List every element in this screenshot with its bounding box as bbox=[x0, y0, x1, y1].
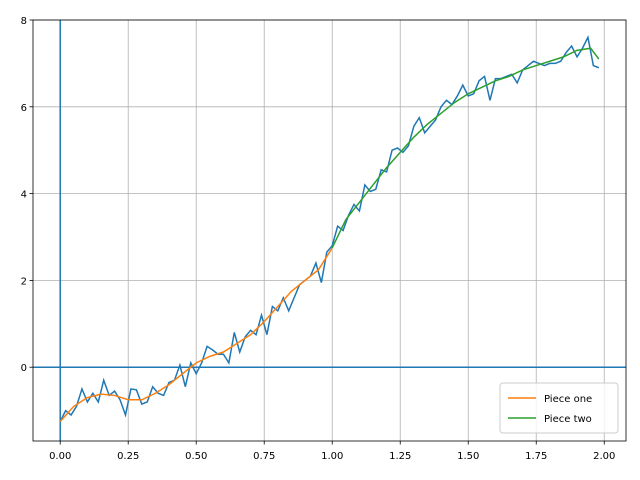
x-tick-label: 0.50 bbox=[185, 451, 207, 462]
data-line bbox=[59, 35, 600, 422]
x-tick-label: 0.25 bbox=[117, 451, 139, 462]
x-tick-label: 1.00 bbox=[321, 451, 343, 462]
x-tick-label: 2.00 bbox=[593, 451, 615, 462]
legend-label: Piece two bbox=[544, 414, 592, 425]
legend-label: Piece one bbox=[544, 394, 592, 405]
x-tick-label: 1.75 bbox=[525, 451, 547, 462]
y-tick-label: 6 bbox=[21, 103, 27, 114]
x-tick-label: 0.75 bbox=[253, 451, 275, 462]
data-line bbox=[59, 247, 333, 422]
y-tick-label: 8 bbox=[21, 16, 27, 27]
y-tick-label: 4 bbox=[21, 190, 27, 201]
y-tick-label: 0 bbox=[21, 363, 27, 374]
y-tick-label: 2 bbox=[21, 276, 27, 287]
x-tick-label: 1.50 bbox=[457, 451, 479, 462]
x-tick-label: 0.00 bbox=[49, 451, 71, 462]
axes-frame bbox=[32, 19, 627, 442]
legend: Piece one Piece two bbox=[499, 382, 619, 434]
x-tick-label: 1.25 bbox=[389, 451, 411, 462]
data-line bbox=[331, 47, 600, 249]
legend-box bbox=[499, 382, 619, 434]
